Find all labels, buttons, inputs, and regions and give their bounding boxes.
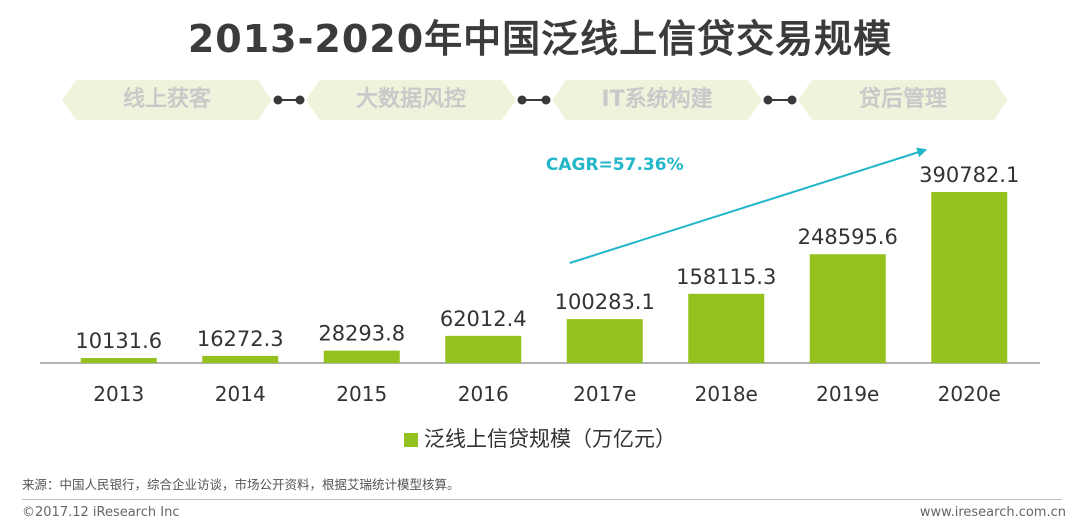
flow-chevron [306, 80, 516, 120]
flow-chevron [62, 80, 272, 120]
flow-step-it-system-build: IT系统构建 [601, 87, 713, 112]
chart-title: 2013-2020年中国泛线上信贷交易规模 [187, 17, 893, 61]
legend-swatch [404, 433, 418, 447]
bar-2018e [688, 293, 765, 363]
bar-2019e [809, 254, 886, 363]
source-note: 来源：中国人民银行，综合企业访谈，市场公开资料，根据艾瑞统计模型核算。 [22, 477, 460, 492]
bar-2014 [202, 355, 279, 363]
flow-connector-dot [787, 95, 797, 105]
bar-2015 [323, 350, 400, 363]
legend-label: 泛线上信贷规模（万亿元） [424, 427, 676, 451]
data-label-2019e: 248595.6 [798, 225, 898, 249]
flow-connector-dot [273, 95, 283, 105]
x-tick-2020e: 2020e [938, 382, 1001, 406]
cagr-trend-arrow [569, 147, 928, 264]
data-label-2017e: 100283.1 [555, 290, 655, 314]
x-tick-2014: 2014 [215, 382, 266, 406]
process-flow-shapes [62, 80, 1008, 120]
data-label-2020e: 390782.1 [919, 163, 1019, 187]
flow-connector-dot [295, 95, 305, 105]
website-link[interactable]: www.iresearch.com.cn [919, 505, 1066, 520]
flow-step-online-acquisition: 线上获客 [122, 87, 211, 112]
x-tick-2016: 2016 [458, 382, 509, 406]
flow-connector-dot [763, 95, 773, 105]
x-tick-2017e: 2017e [573, 382, 636, 406]
x-tick-2015: 2015 [336, 382, 387, 406]
data-label-2016: 62012.4 [440, 307, 527, 331]
footer-divider [22, 499, 1062, 500]
bar-2017e [566, 319, 643, 363]
x-tick-2019e: 2019e [816, 382, 879, 406]
x-tick-2013: 2013 [93, 382, 144, 406]
data-label-2014: 16272.3 [197, 327, 284, 351]
data-label-2018e: 158115.3 [676, 265, 776, 289]
data-label-2015: 28293.8 [318, 322, 405, 346]
copyright-text: ©2017.12 iResearch Inc [22, 505, 180, 520]
flow-step-big-data-risk-control: 大数据风控 [355, 87, 466, 112]
flow-step-post-loan-management: 贷后管理 [858, 87, 947, 112]
bar-2013 [80, 358, 157, 363]
data-label-2013: 10131.6 [75, 329, 162, 353]
x-tick-2018e: 2018e [695, 382, 758, 406]
flow-chevron [798, 80, 1008, 120]
flow-connector-dot [541, 95, 551, 105]
flow-connector-dot [517, 95, 527, 105]
cagr-annotation: CAGR=57.36% [546, 155, 684, 175]
process-flow: 线上获客 大数据风控 IT系统构建 贷后管理 [0, 78, 1080, 122]
chart-legend: 泛线上信贷规模（万亿元） [404, 425, 676, 453]
bar-2016 [445, 335, 522, 363]
flow-chevron [552, 80, 762, 120]
bar-chart: 10131.6 2013 16272.3 2014 28293.8 2015 62012.4… [40, 147, 1040, 406]
bar-2020e [931, 192, 1008, 363]
